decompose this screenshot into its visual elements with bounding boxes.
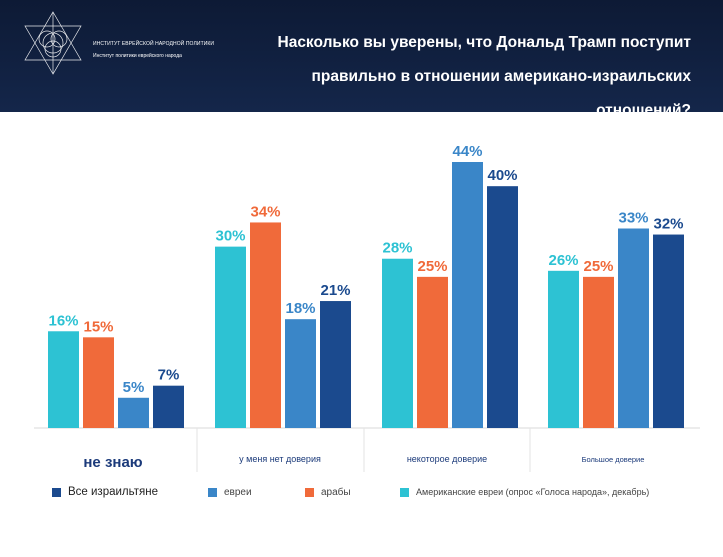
- bar: [382, 258, 413, 428]
- legend-swatch-all-israelis: [52, 487, 61, 497]
- institute-logo-icon: [24, 11, 82, 75]
- legend-swatch-american-jews: [400, 487, 409, 497]
- bar-value-label: 32%: [653, 216, 683, 233]
- bar-chart: 16% 15% 5% 7% не знаю 30% 34% 18% 21% у меня нет …: [34, 143, 700, 472]
- bar-value-label: 7%: [158, 367, 180, 384]
- legend-item-all-israelis: Все израильтяне: [52, 484, 158, 500]
- bar: [250, 222, 281, 428]
- legend-swatch-arabs: [305, 487, 314, 497]
- bar-value-label: 15%: [83, 318, 113, 335]
- bar-value-label: 21%: [320, 282, 350, 299]
- bar: [285, 319, 316, 428]
- legend-label-jews: евреи: [224, 486, 252, 498]
- header-banner: ИНСТИТУТ ЕВРЕЙСКОЙ НАРОДНОЙ ПОЛИТИКИ Инс…: [0, 0, 723, 119]
- logo-text-line2: Институт политики еврейского народа: [93, 53, 182, 59]
- bar-value-label: 25%: [583, 258, 613, 275]
- bar-value-label: 40%: [487, 167, 517, 184]
- bar: [618, 228, 649, 428]
- chart-title: Насколько вы уверены, что Дональд Трамп …: [231, 26, 692, 128]
- legend-item-arabs: арабы: [305, 484, 351, 500]
- bar: [153, 385, 184, 428]
- bar: [118, 397, 149, 428]
- bar-value-label: 25%: [417, 258, 447, 275]
- bar: [48, 331, 79, 428]
- legend-label-american-jews: Американские евреи (опрос «Голоса народа…: [416, 487, 650, 497]
- bar-value-label: 33%: [618, 210, 648, 227]
- bar: [583, 276, 614, 428]
- legend-label-arabs: арабы: [321, 486, 351, 498]
- bar-value-label: 28%: [382, 240, 412, 257]
- bar-value-label: 5%: [123, 379, 145, 396]
- legend: Все израильтяне евреи арабы Американские…: [0, 484, 723, 504]
- bar: [320, 301, 351, 428]
- category-label: не знаю: [83, 454, 142, 471]
- legend-item-american-jews: Американские евреи (опрос «Голоса народа…: [400, 484, 649, 500]
- bar: [83, 337, 114, 428]
- bar: [653, 234, 684, 428]
- logo-text-line1: ИНСТИТУТ ЕВРЕЙСКОЙ НАРОДНОЙ ПОЛИТИКИ: [93, 41, 215, 47]
- category-label: Большое доверие: [582, 455, 645, 464]
- legend-swatch-jews: [208, 487, 217, 497]
- bar: [215, 246, 246, 428]
- category-label: некоторое доверие: [407, 454, 487, 464]
- bar: [548, 270, 579, 428]
- bar-value-label: 26%: [548, 252, 578, 269]
- chart-title-line1: Насколько вы уверены, что Дональд Трамп …: [277, 34, 692, 51]
- bar-value-label: 44%: [452, 143, 482, 160]
- bar: [452, 162, 483, 428]
- bar-value-label: 16%: [48, 312, 78, 329]
- bar-value-label: 34%: [250, 203, 280, 220]
- bar: [417, 276, 448, 428]
- legend-label-all-israelis: Все израильтяне: [68, 486, 158, 498]
- bar-value-label: 30%: [215, 228, 245, 245]
- legend-item-jews: евреи: [208, 484, 252, 500]
- chart-title-line2: правильно в отношении американо-израильс…: [311, 68, 691, 119]
- bar-value-label: 18%: [285, 300, 315, 317]
- bar: [487, 186, 518, 428]
- category-label: у меня нет доверия: [239, 454, 321, 464]
